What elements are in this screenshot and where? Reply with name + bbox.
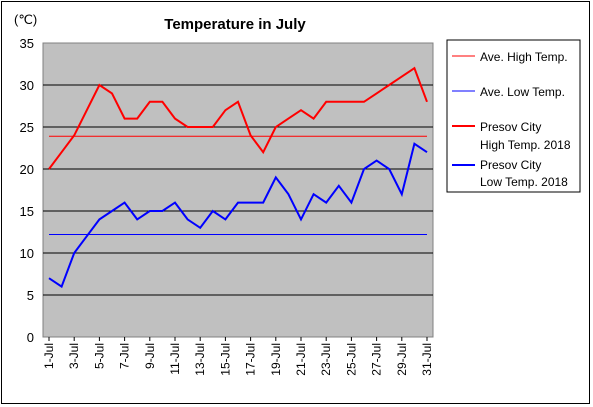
x-tick-label: 1-Jul	[42, 343, 56, 369]
legend-label: Ave. High Temp.	[480, 50, 568, 64]
grid-lines	[43, 84, 433, 296]
legend-label: Low Temp. 2018	[480, 175, 568, 189]
x-tick-label: 31-Jul	[420, 343, 434, 376]
plot-area	[42, 42, 434, 338]
x-tick-label: 25-Jul	[344, 343, 358, 376]
legend-label: Presov City	[480, 158, 541, 172]
series-line-2	[48, 66, 428, 170]
y-tick-label: 10	[20, 246, 34, 261]
x-tick-label: 11-Jul	[168, 343, 182, 375]
y-tick-label: 0	[27, 330, 34, 345]
series-layer	[48, 66, 428, 289]
y-tick-label: 15	[20, 204, 34, 219]
legend-label: High Temp. 2018	[480, 138, 571, 152]
y-unit-label: (℃)	[14, 12, 37, 27]
y-axis-ticks: 0 5 10 15 20 25 30 35	[20, 36, 34, 345]
y-tick-label: 20	[20, 162, 34, 177]
x-axis-ticks: 1-Jul 3-Jul 5-Jul 7-Jul 9-Jul 11-Jul 13-Jul 15-…	[42, 337, 434, 376]
x-tick-label: 7-Jul	[118, 343, 132, 369]
series-line-3	[48, 142, 428, 289]
x-tick-label: 13-Jul	[193, 343, 207, 376]
x-tick-label: 29-Jul	[395, 343, 409, 376]
x-tick-label: 19-Jul	[269, 343, 283, 376]
x-tick-label: 15-Jul	[218, 343, 232, 376]
y-tick-label: 25	[20, 120, 34, 135]
x-tick-label: 9-Jul	[143, 343, 157, 369]
x-tick-label: 21-Jul	[294, 343, 308, 376]
x-tick-label: 27-Jul	[370, 343, 384, 376]
legend: Ave. High Temp. Ave. Low Temp. Presov City…	[452, 50, 571, 189]
y-tick-label: 35	[20, 36, 34, 51]
x-tick-label: 17-Jul	[244, 343, 258, 376]
legend-box	[446, 39, 581, 193]
legend-label: Presov City	[480, 120, 541, 134]
y-tick-label: 5	[27, 288, 34, 303]
x-tick-label: 3-Jul	[67, 343, 81, 369]
x-tick-label: 5-Jul	[92, 343, 106, 369]
legend-label: Ave. Low Temp.	[480, 85, 565, 99]
chart-title: Temperature in July	[164, 16, 306, 33]
x-tick-label: 23-Jul	[319, 343, 333, 376]
y-tick-label: 30	[20, 78, 34, 93]
